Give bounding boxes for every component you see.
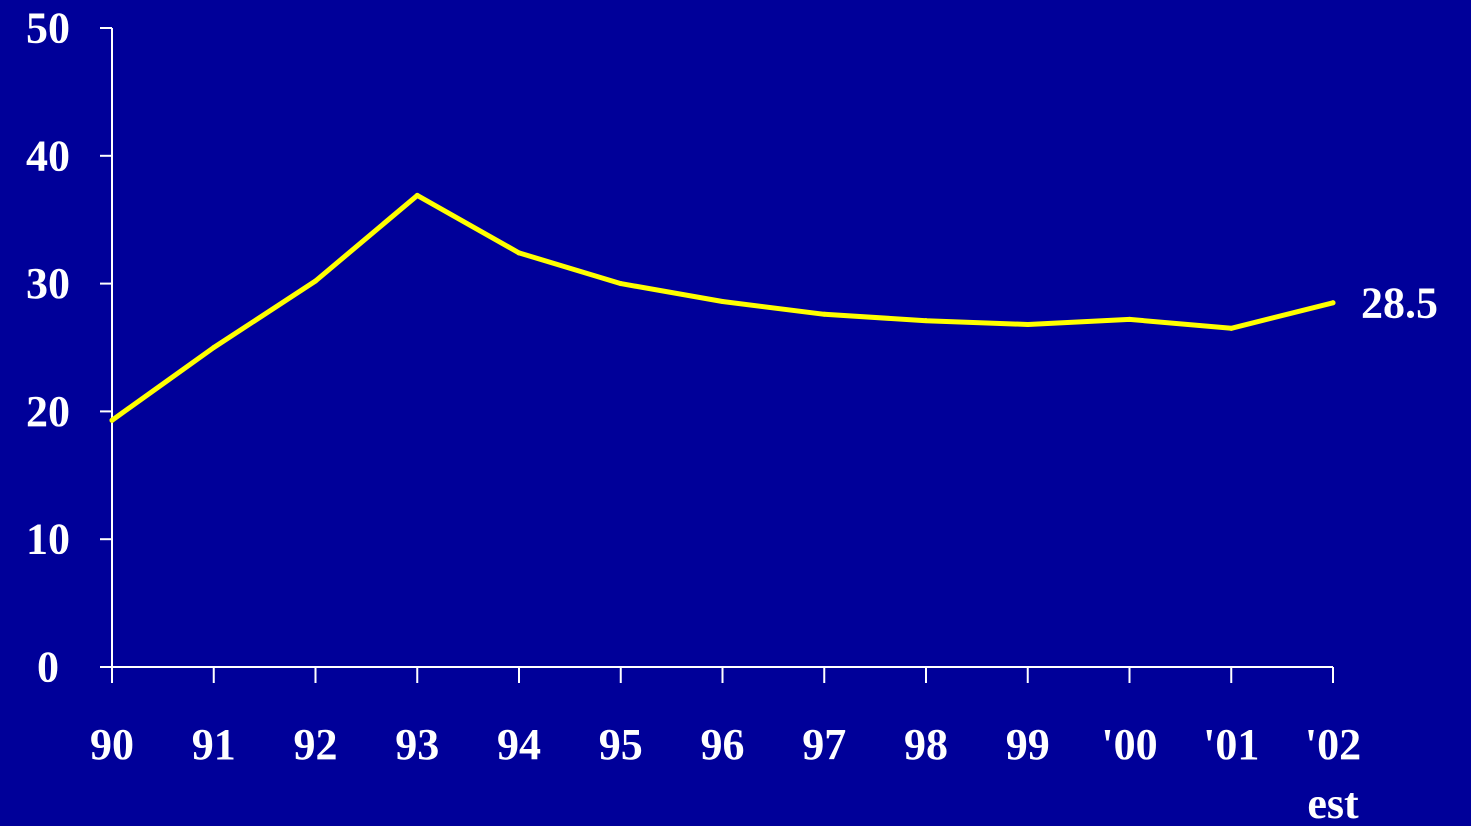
x-tick-label: 95 [599, 720, 643, 769]
x-tick-label: 94 [497, 720, 541, 769]
x-tick-label: 91 [192, 720, 236, 769]
y-tick-label: 40 [26, 131, 70, 180]
data-point [414, 192, 420, 198]
data-point [1025, 321, 1031, 327]
x-tick-label: '00 [1101, 720, 1157, 769]
y-axis: 0 10 20 30 40 50 [26, 4, 113, 692]
data-point [109, 417, 115, 423]
x-tick-label: 99 [1006, 720, 1050, 769]
x-tick-label: 92 [294, 720, 338, 769]
data-point [1127, 316, 1132, 322]
data-point [1228, 325, 1234, 331]
x-tick-sublabel: est [1307, 779, 1359, 826]
x-tick-label: '02 [1305, 720, 1361, 769]
data-point [618, 281, 624, 287]
y-tick-label: 10 [26, 515, 70, 564]
data-point [1330, 300, 1336, 306]
x-tick-label: 93 [395, 720, 439, 769]
data-point [720, 298, 725, 304]
data-point [211, 345, 217, 350]
x-axis: 90 91 92 93 94 95 96 97 98 99 '00 '01 '02 est [90, 666, 1361, 826]
data-point [923, 318, 929, 324]
annotations: 28.5 [1361, 278, 1438, 327]
x-tick-label: 96 [701, 720, 745, 769]
y-tick-label: 20 [26, 387, 70, 436]
x-tick-label: 97 [802, 720, 846, 769]
data-label: 28.5 [1361, 278, 1438, 327]
y-tick-label: 0 [37, 643, 59, 692]
x-tick-label: '01 [1203, 720, 1259, 769]
y-tick-label: 50 [26, 4, 70, 53]
data-point [516, 250, 522, 256]
x-tick-label: 90 [90, 720, 134, 769]
data-point [313, 278, 318, 284]
y-tick-label: 30 [26, 259, 70, 308]
x-tick-label: 98 [904, 720, 948, 769]
series [109, 192, 1336, 423]
data-point [821, 311, 827, 317]
